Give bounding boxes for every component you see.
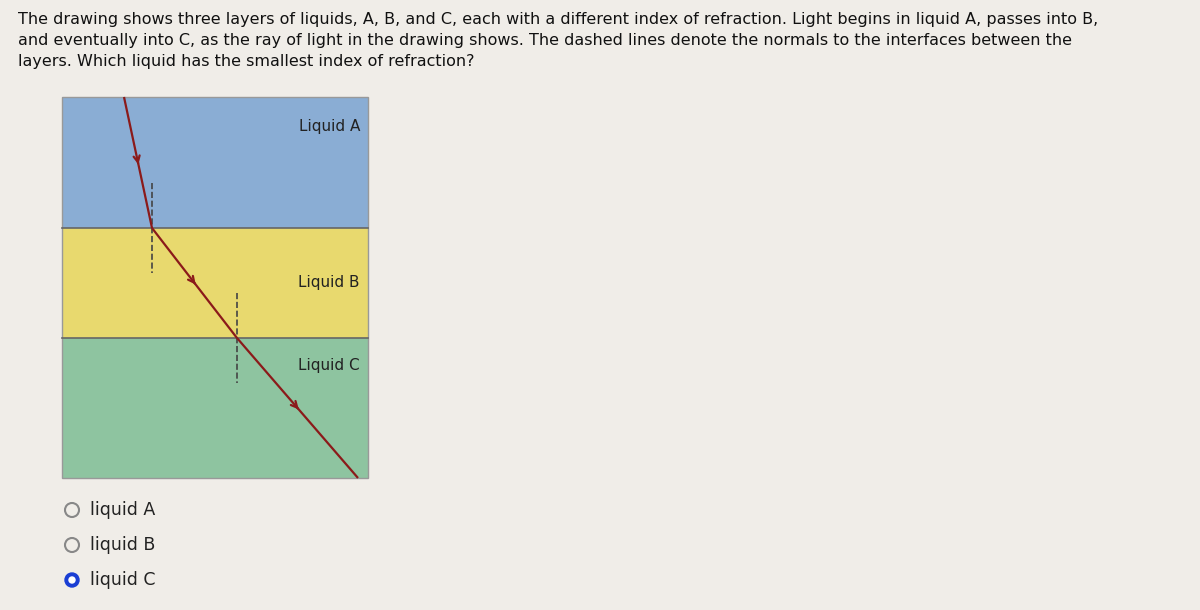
Circle shape bbox=[70, 577, 74, 583]
Bar bbox=[62, 97, 368, 478]
Text: liquid A: liquid A bbox=[90, 501, 155, 519]
Text: The drawing shows three layers of liquids, A, B, and C, each with a different in: The drawing shows three layers of liquid… bbox=[18, 12, 1098, 69]
Text: liquid B: liquid B bbox=[90, 536, 155, 554]
Circle shape bbox=[65, 573, 79, 587]
Text: Liquid B: Liquid B bbox=[299, 276, 360, 290]
Text: Liquid A: Liquid A bbox=[299, 119, 360, 134]
Bar bbox=[62, 338, 368, 478]
Bar bbox=[62, 97, 368, 228]
Text: liquid C: liquid C bbox=[90, 571, 156, 589]
Bar bbox=[62, 228, 368, 338]
Text: Liquid C: Liquid C bbox=[299, 358, 360, 373]
